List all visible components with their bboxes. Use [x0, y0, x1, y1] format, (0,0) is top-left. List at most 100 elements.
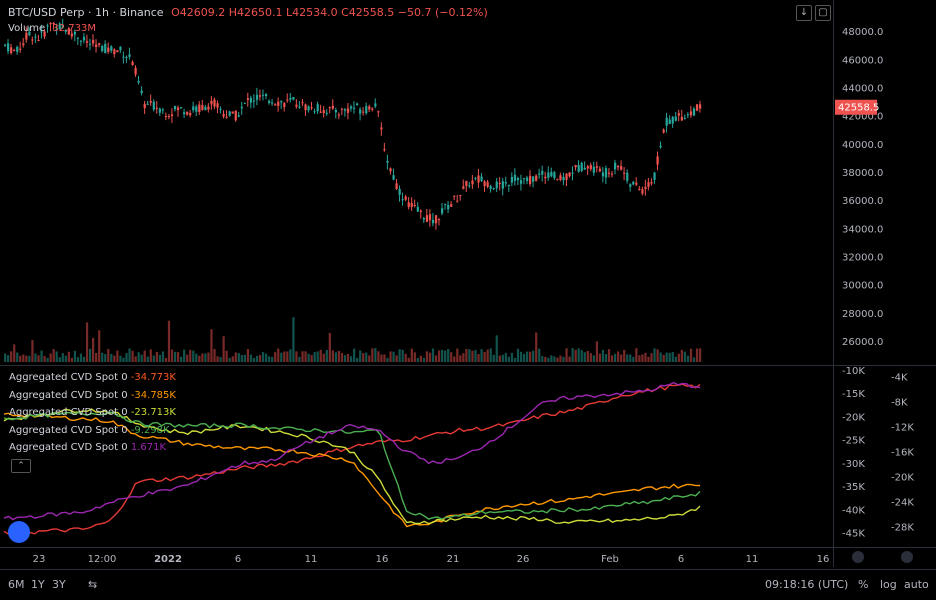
candle-body: [401, 199, 404, 201]
volume-bar: [522, 353, 526, 362]
volume-bar: [110, 353, 113, 362]
range-1y-button[interactable]: 1Y: [31, 578, 45, 591]
volume-bar: [362, 353, 365, 362]
candle-body: [492, 188, 495, 190]
range-6m-button[interactable]: 6M: [8, 578, 25, 591]
price-axis-label: 40000.0: [842, 140, 883, 151]
volume-bar: [683, 351, 687, 362]
volume-label: Volume: [8, 23, 46, 34]
cvd-series-line: [3, 383, 701, 535]
indicator-legend-item[interactable]: Aggregated CVD Spot 0 -34.785K: [9, 390, 176, 401]
candle-body: [70, 33, 73, 37]
volume-bar: [541, 356, 544, 362]
candle-body: [92, 40, 95, 44]
candle-body: [349, 106, 353, 109]
volume-value: 32.733M: [52, 23, 97, 34]
volume-bar: [95, 352, 98, 362]
candle-body: [444, 204, 447, 206]
candle-body: [167, 116, 171, 118]
candle-body: [34, 36, 37, 38]
volume-bar: [264, 353, 268, 362]
candle-body: [374, 103, 377, 107]
volume-bar: [304, 351, 307, 362]
volume-bar: [431, 348, 435, 362]
candle-body: [110, 46, 113, 51]
volume-bar: [480, 349, 483, 362]
indicator-legend-item[interactable]: Aggregated CVD Spot 0 1.671K: [9, 442, 166, 453]
indicator-legend-item[interactable]: Aggregated CVD Spot 0 -9.298K: [9, 425, 170, 436]
candle-body: [647, 182, 650, 187]
candle-body: [462, 186, 465, 189]
volume-bar: [565, 348, 568, 362]
volume-bar: [228, 357, 231, 362]
volume-bar: [334, 352, 338, 362]
volume-bar: [550, 355, 553, 362]
candle-body: [571, 172, 574, 174]
volume-bar: [544, 356, 547, 362]
price-axis-label: 42000.0: [842, 112, 883, 123]
candle-body: [243, 102, 246, 104]
volume-bar: [346, 353, 350, 362]
volume-bar: [295, 351, 298, 362]
candle-body: [176, 107, 180, 111]
download-icon[interactable]: ↓: [796, 5, 812, 21]
volume-bar: [422, 357, 426, 362]
volume-bar: [13, 344, 16, 362]
volume-bar: [474, 350, 477, 362]
fullscreen-icon[interactable]: ▢: [815, 5, 831, 21]
collapse-legend-button[interactable]: ⌃: [11, 459, 31, 473]
volume-bar: [310, 355, 313, 362]
cvd-series-line: [3, 381, 701, 521]
candle-body: [319, 111, 322, 113]
candle-body: [334, 109, 338, 113]
candle-body: [249, 97, 253, 103]
volume-bar: [489, 348, 492, 362]
volume-bar: [365, 352, 368, 362]
candle-body: [137, 80, 140, 83]
volume-bar: [632, 356, 635, 362]
range-3y-button[interactable]: 3Y: [52, 578, 66, 591]
indicator-legend-item[interactable]: Aggregated CVD Spot 0 -23.713K: [9, 407, 176, 418]
candle-body: [501, 181, 504, 189]
symbol-title[interactable]: BTC/USD Perp · 1h · Binance: [8, 6, 164, 19]
volume-bar: [307, 353, 310, 362]
indicator-label: Aggregated CVD Spot 0: [9, 407, 131, 418]
goto-date-icon[interactable]: ⇆: [88, 578, 98, 591]
volume-bar: [125, 353, 128, 362]
volume-bar: [88, 348, 92, 362]
candle-body: [471, 180, 474, 185]
candle-body: [189, 113, 192, 116]
candle-body: [61, 24, 64, 28]
candle-body: [513, 174, 517, 181]
volume-bar: [131, 350, 134, 362]
candle-body: [635, 182, 638, 185]
volume-bar: [210, 329, 213, 362]
volume-bar: [577, 348, 580, 362]
volume-bar: [371, 348, 374, 362]
candle-body: [428, 214, 432, 221]
candle-body: [307, 106, 310, 111]
percent-toggle[interactable]: %: [858, 578, 869, 591]
volume-bar: [237, 353, 240, 362]
volume-bar: [425, 351, 429, 362]
volume-bar: [158, 354, 162, 362]
clock-time[interactable]: 09:18:16 (UTC): [765, 578, 849, 591]
indicator-legend-item[interactable]: Aggregated CVD Spot 0 -34.773K: [9, 372, 176, 383]
candle-body: [629, 184, 632, 187]
candle-body: [19, 48, 22, 50]
volume-bar: [16, 352, 19, 362]
volume-bar: [349, 356, 353, 362]
candle-body: [186, 112, 189, 115]
candle-body: [328, 107, 331, 109]
candle-body: [195, 106, 198, 112]
volume-bar: [468, 349, 471, 362]
volume-bar: [298, 356, 301, 362]
candle-body: [362, 111, 365, 113]
candle-body: [380, 127, 383, 130]
candle-body: [404, 196, 407, 200]
candle-body: [671, 116, 674, 124]
volume-bar: [610, 355, 614, 362]
auto-toggle[interactable]: auto: [904, 578, 929, 591]
log-toggle[interactable]: log: [880, 578, 897, 591]
